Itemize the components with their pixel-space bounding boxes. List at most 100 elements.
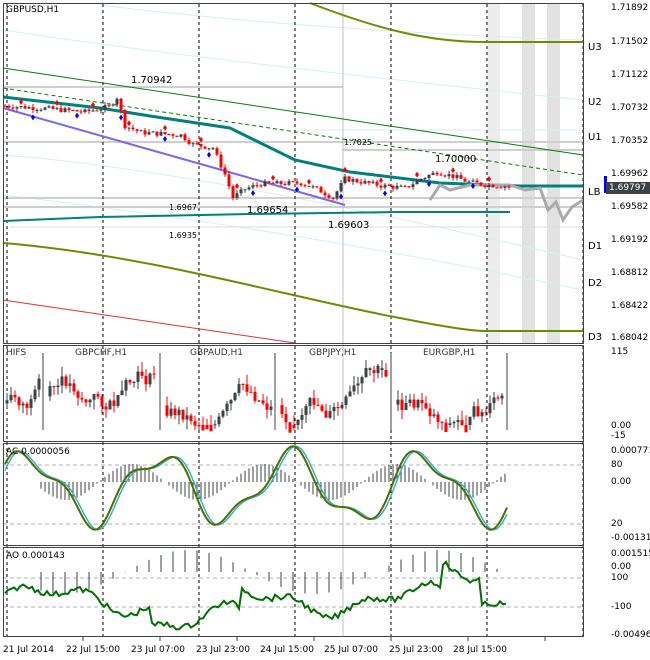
candle-body bbox=[183, 134, 187, 141]
candle-body bbox=[231, 186, 235, 199]
candle-body bbox=[327, 195, 331, 198]
candle-body bbox=[39, 109, 43, 111]
ifs-candle-body bbox=[292, 425, 296, 429]
annotation-high-2: 1.70000 bbox=[435, 154, 477, 165]
ifs-candle-body bbox=[336, 407, 340, 409]
ao-title: AO 0.000143 bbox=[6, 551, 65, 561]
ao-scale: 100 bbox=[611, 573, 629, 583]
ifs-panel-title: EURGBP,H1 bbox=[423, 348, 476, 358]
candle-body bbox=[355, 179, 359, 183]
ifs-candle-body bbox=[169, 408, 173, 416]
candle-body bbox=[475, 180, 479, 183]
window-frames bbox=[3, 3, 584, 637]
ifs-candle-body bbox=[328, 411, 332, 418]
ac-main-line bbox=[4, 445, 508, 531]
candle-body bbox=[63, 108, 67, 112]
fractal-up-marker bbox=[379, 177, 383, 184]
ifs-candle-body bbox=[316, 404, 320, 406]
ifs-candles bbox=[5, 353, 508, 433]
ifs-candle-body bbox=[84, 399, 88, 403]
price-tick: 1.68422 bbox=[611, 301, 649, 311]
candle-body bbox=[47, 106, 51, 108]
ifs-candle-body bbox=[253, 391, 257, 401]
ifs-candle-body bbox=[120, 390, 124, 396]
ifs-candle-body bbox=[492, 397, 496, 404]
candle-body bbox=[95, 110, 99, 112]
ifs-candle-body bbox=[460, 420, 464, 426]
candle-body bbox=[219, 154, 223, 168]
ifs-candle-body bbox=[64, 376, 68, 386]
ifs-candle-body bbox=[265, 403, 269, 410]
candle-body bbox=[263, 181, 267, 187]
ifs-candle-body bbox=[416, 400, 420, 408]
candle-body bbox=[335, 191, 339, 199]
candle-body bbox=[211, 148, 215, 150]
envelope-lines bbox=[2, 4, 584, 291]
ifs-candle-body bbox=[420, 400, 424, 404]
ifs-candle-body bbox=[52, 386, 56, 388]
candle-body bbox=[167, 134, 171, 136]
ifs-candle-body bbox=[324, 410, 328, 418]
level-d1: D1 bbox=[588, 241, 603, 252]
candle-body bbox=[67, 108, 71, 110]
candle-body bbox=[399, 185, 403, 187]
candle-body bbox=[331, 197, 335, 199]
ifs-candle-body bbox=[229, 400, 233, 404]
ifs-candle-body bbox=[428, 408, 432, 417]
candle-body bbox=[507, 186, 511, 188]
ifs-candle-body bbox=[480, 412, 484, 417]
ao-scale: 0.001515 bbox=[611, 549, 650, 559]
level-u2: U2 bbox=[588, 97, 602, 108]
ifs-candle-body bbox=[132, 381, 136, 383]
ifs-candle-body bbox=[444, 422, 448, 433]
candle-body bbox=[55, 108, 59, 110]
ifs-candle-body bbox=[320, 405, 324, 411]
ifs-scale: -15 bbox=[611, 431, 626, 441]
candle-body bbox=[411, 184, 415, 188]
ifs-candle-body bbox=[432, 414, 436, 417]
ifs-candle-body bbox=[148, 373, 152, 385]
fractal-up-marker bbox=[163, 124, 167, 131]
ifs-candle-body bbox=[193, 421, 197, 426]
ifs-candle-body bbox=[217, 416, 221, 425]
candle-body bbox=[247, 187, 251, 190]
price-tick: 1.70732 bbox=[611, 103, 649, 113]
time-tick: 21 Jul 2014 bbox=[3, 645, 54, 655]
ifs-candle-body bbox=[100, 396, 104, 407]
ifs-candle-body bbox=[364, 367, 368, 378]
level-u1: U1 bbox=[588, 132, 602, 143]
ifs-candle-body bbox=[213, 424, 217, 426]
candle-body bbox=[179, 134, 183, 137]
ac-scale: 0.00 bbox=[611, 477, 632, 487]
ifs-candle-body bbox=[452, 422, 456, 424]
candle-body bbox=[403, 185, 407, 187]
candle-body bbox=[163, 132, 167, 135]
candle-body bbox=[375, 181, 379, 186]
candle-body bbox=[223, 167, 227, 175]
candle-body bbox=[171, 134, 175, 136]
candle-body bbox=[131, 127, 135, 130]
candle-body bbox=[115, 98, 119, 105]
candle-body bbox=[203, 146, 207, 149]
candle-body bbox=[271, 182, 275, 184]
candle-body bbox=[451, 174, 455, 178]
ifs-scale: 115 bbox=[611, 347, 629, 357]
session-band bbox=[522, 4, 535, 343]
ifs-candle-body bbox=[340, 404, 344, 409]
ifs-candle-body bbox=[500, 395, 504, 399]
candle-body bbox=[175, 135, 179, 137]
fractal-down-marker bbox=[427, 181, 431, 188]
candle-body bbox=[379, 185, 383, 188]
ifs-candle-body bbox=[396, 399, 400, 405]
ifs-candle-body bbox=[9, 394, 13, 401]
ifs-candle-body bbox=[261, 400, 265, 404]
red-ma-line bbox=[2, 299, 296, 344]
ifs-candle-body bbox=[436, 414, 440, 422]
ifs-candle-body bbox=[368, 368, 372, 370]
candle-body bbox=[431, 172, 435, 175]
candle-body bbox=[315, 186, 319, 188]
ifs-candle-body bbox=[92, 393, 96, 400]
ifs-candle-body bbox=[68, 383, 72, 386]
ifs-candle-body bbox=[496, 397, 500, 399]
